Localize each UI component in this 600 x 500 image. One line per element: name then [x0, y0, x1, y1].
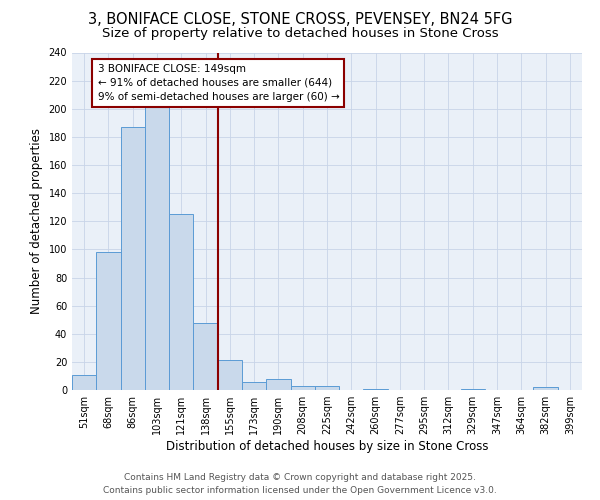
- Y-axis label: Number of detached properties: Number of detached properties: [30, 128, 43, 314]
- Bar: [290, 386, 315, 390]
- Bar: [533, 387, 558, 390]
- Bar: [145, 108, 169, 390]
- Bar: [72, 374, 96, 390]
- Bar: [315, 386, 339, 390]
- Bar: [121, 127, 145, 390]
- Bar: [218, 360, 242, 390]
- Bar: [364, 388, 388, 390]
- Text: Size of property relative to detached houses in Stone Cross: Size of property relative to detached ho…: [101, 28, 499, 40]
- Text: 3 BONIFACE CLOSE: 149sqm
← 91% of detached houses are smaller (644)
9% of semi-d: 3 BONIFACE CLOSE: 149sqm ← 91% of detach…: [97, 64, 339, 102]
- X-axis label: Distribution of detached houses by size in Stone Cross: Distribution of detached houses by size …: [166, 440, 488, 453]
- Bar: [169, 214, 193, 390]
- Text: Contains HM Land Registry data © Crown copyright and database right 2025.
Contai: Contains HM Land Registry data © Crown c…: [103, 473, 497, 495]
- Bar: [193, 322, 218, 390]
- Text: 3, BONIFACE CLOSE, STONE CROSS, PEVENSEY, BN24 5FG: 3, BONIFACE CLOSE, STONE CROSS, PEVENSEY…: [88, 12, 512, 28]
- Bar: [266, 379, 290, 390]
- Bar: [242, 382, 266, 390]
- Bar: [96, 252, 121, 390]
- Bar: [461, 388, 485, 390]
